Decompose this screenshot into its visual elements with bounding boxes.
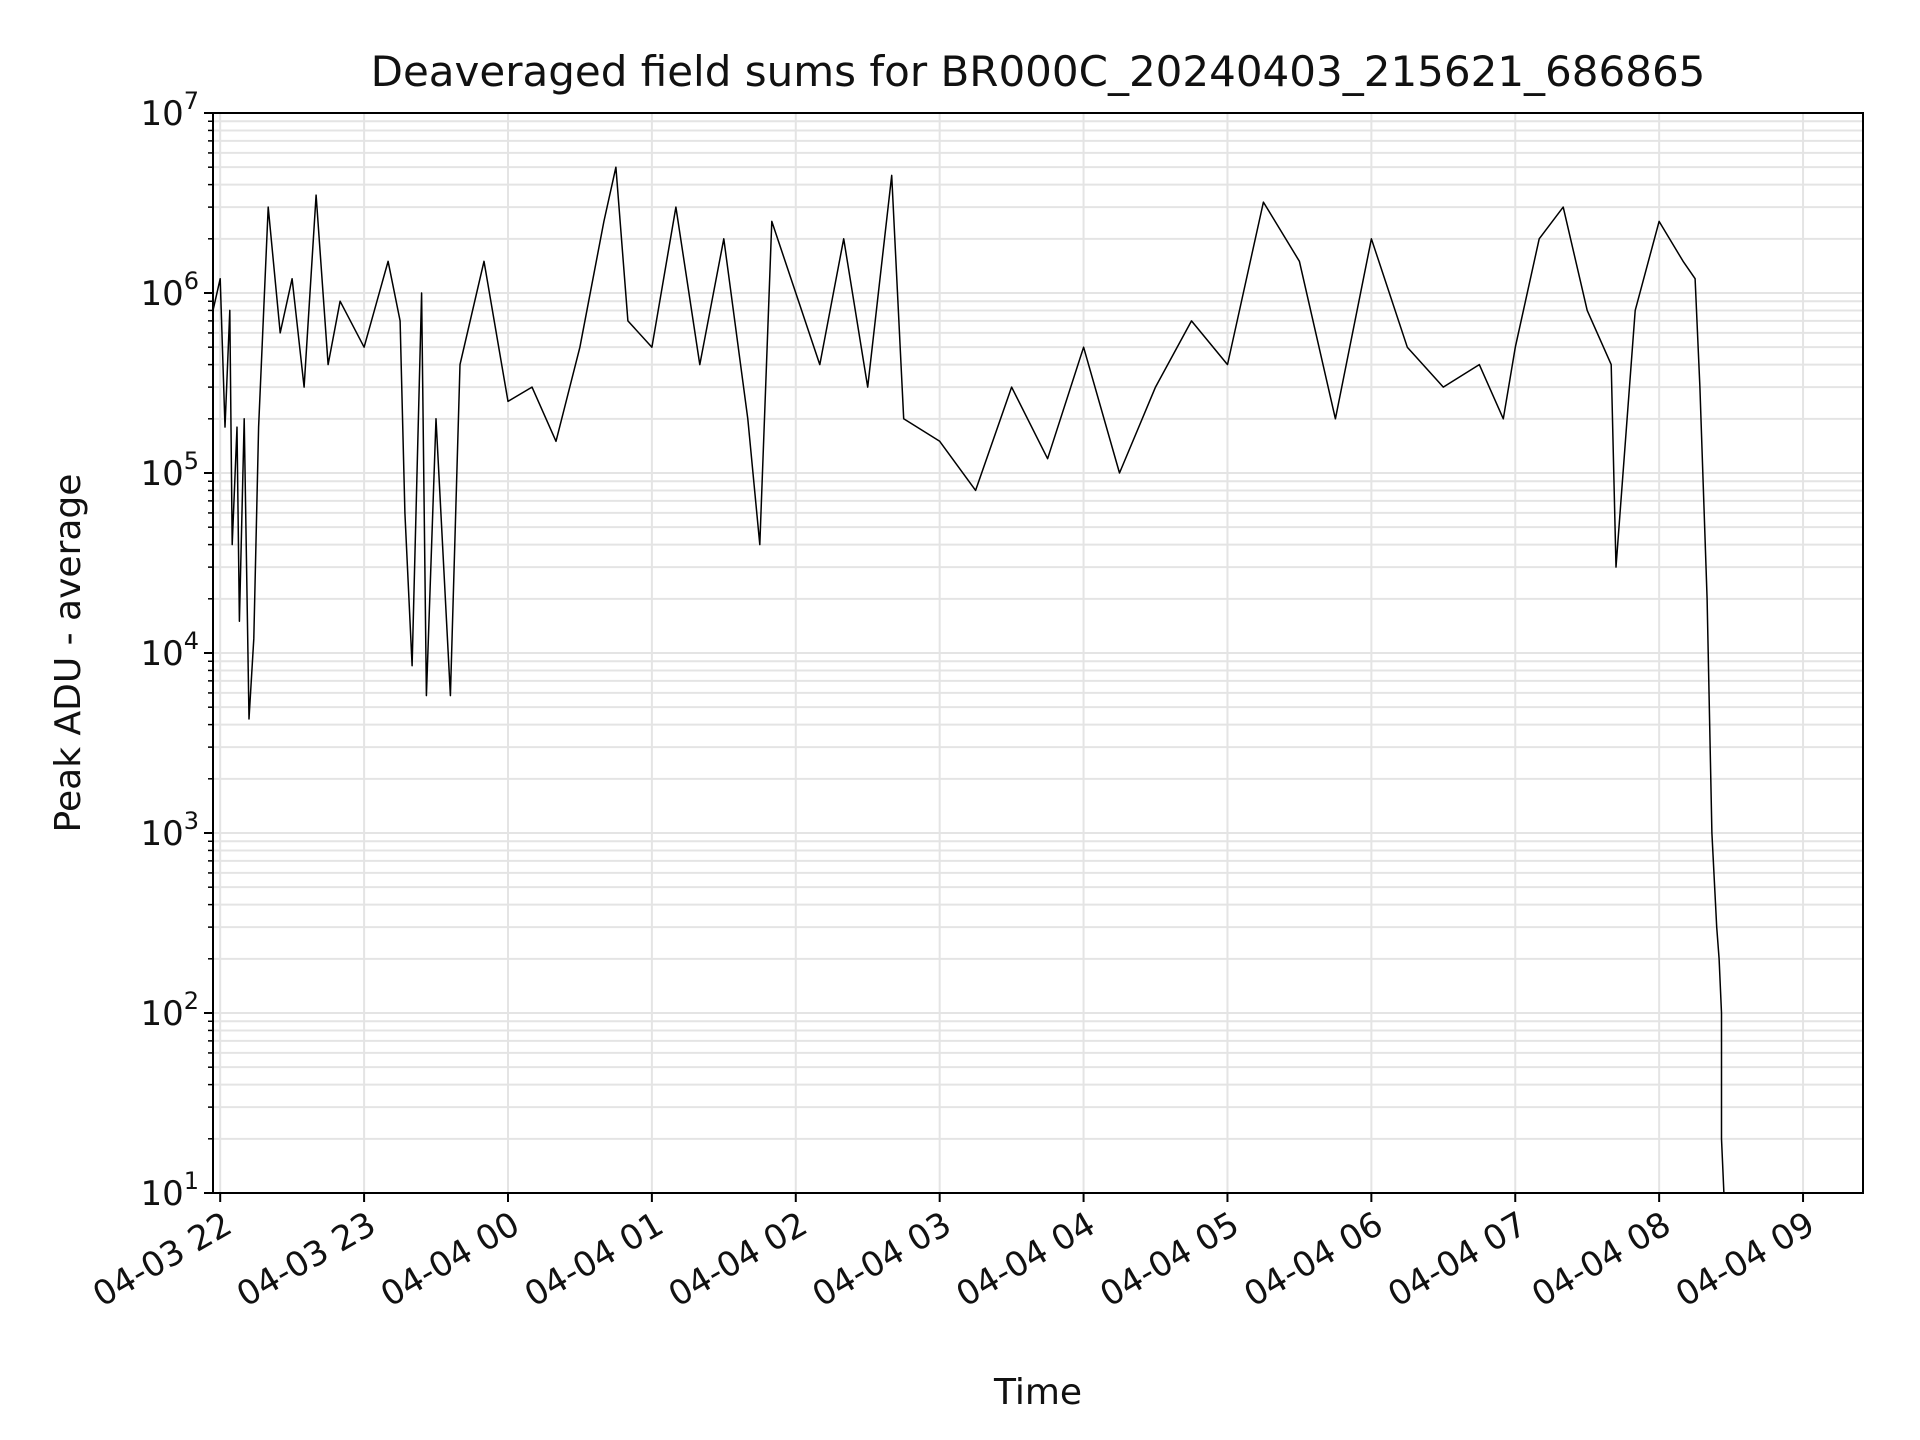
- x-axis-label: Time: [993, 1372, 1082, 1413]
- y-tick-label: 101: [140, 1167, 199, 1214]
- x-tick-label: 04-04 09: [1669, 1204, 1821, 1315]
- x-tick-label: 04-04 06: [1237, 1204, 1389, 1315]
- x-tick-label: 04-04 03: [806, 1204, 958, 1315]
- x-tick-label: 04-04 07: [1381, 1204, 1533, 1315]
- data-line: [212, 166, 1725, 1194]
- y-tick-label: 104: [140, 627, 199, 674]
- y-axis: 101 102 103 104 105 106 107: [140, 87, 213, 1214]
- y-axis-label: Peak ADU - average: [48, 474, 89, 833]
- x-tick-label: 04-04 02: [662, 1204, 814, 1315]
- x-tick-label: 04-03 23: [230, 1204, 382, 1315]
- x-tick-label: 04-04 01: [518, 1204, 670, 1315]
- chart-title: Deaveraged field sums for BR000C_2024040…: [371, 47, 1706, 96]
- x-tick-label: 04-04 04: [950, 1204, 1102, 1315]
- x-tick-label: 04-04 08: [1525, 1204, 1677, 1315]
- y-tick-label: 106: [140, 267, 199, 314]
- x-tick-label: 04-04 00: [374, 1204, 526, 1315]
- x-tick-label: 04-04 05: [1094, 1204, 1246, 1315]
- y-tick-label: 107: [140, 87, 199, 134]
- series-line: [212, 166, 1725, 1194]
- y-tick-label: 103: [140, 807, 199, 854]
- x-tick-label: 04-03 22: [86, 1204, 238, 1315]
- y-tick-label: 105: [140, 447, 199, 494]
- y-tick-label: 102: [140, 987, 199, 1034]
- grid: [213, 113, 1863, 1194]
